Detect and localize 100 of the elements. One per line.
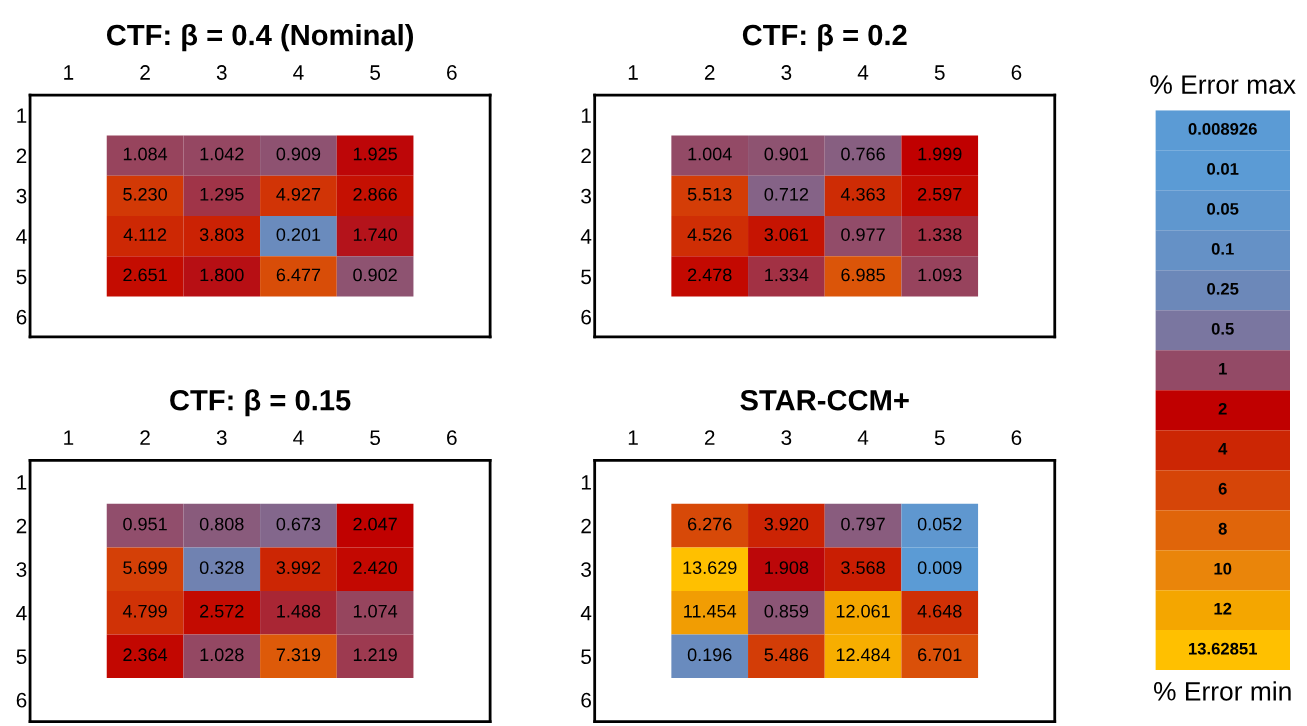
y-tick-label: 5 (581, 649, 592, 665)
x-tick-label: 1 (64, 65, 74, 80)
data-label: 12.061 (836, 604, 890, 618)
data-label: 0.201 (276, 228, 321, 241)
data-label: 5.513 (687, 187, 732, 201)
chart-title: CTF: β = 0.2 (742, 23, 907, 52)
data-label: 1.999 (918, 147, 962, 161)
data-label: 3.920 (764, 517, 809, 531)
x-tick-label: 4 (293, 430, 304, 445)
x-tick-label: 5 (934, 65, 945, 80)
y-tick-label: 3 (581, 188, 591, 204)
data-label: 0.902 (353, 268, 397, 282)
data-label: 1.740 (353, 228, 397, 241)
chart-title: CTF: β = 0.15 (170, 389, 351, 417)
data-label: 6.276 (688, 517, 732, 531)
y-tick-label: 1 (17, 475, 27, 490)
data-label: 4.363 (840, 187, 885, 201)
data-label: 4.927 (276, 187, 321, 201)
data-label: 0.009 (917, 561, 962, 575)
x-tick-label: 4 (857, 430, 869, 445)
y-tick-label: 3 (16, 188, 27, 204)
y-tick-label: 3 (16, 562, 27, 577)
data-label: 0.05 (1207, 202, 1239, 215)
data-label: 2.866 (353, 187, 397, 201)
x-tick-label: 3 (216, 430, 227, 446)
data-label: 3.061 (764, 228, 809, 241)
data-label: 1.334 (765, 268, 809, 282)
text: % Error min (1154, 681, 1291, 701)
data-label: 10 (1214, 562, 1232, 575)
y-tick-label: 2 (16, 148, 27, 164)
y-tick-label: 1 (581, 108, 591, 123)
data-label: 1.074 (353, 604, 398, 618)
y-tick-label: 2 (16, 518, 27, 534)
data-label: 0.25 (1207, 282, 1239, 295)
y-tick-label: 6 (16, 692, 27, 708)
data-label: 0.909 (276, 147, 321, 161)
chart-title: STAR-CCM+ (740, 389, 909, 411)
data-label: 5.486 (764, 648, 809, 662)
data-label: 6.985 (841, 268, 885, 282)
data-label: 0.901 (764, 147, 809, 161)
y-tick-label: 6 (16, 309, 27, 325)
data-label: 1.028 (200, 648, 244, 662)
y-tick-label: 1 (17, 108, 27, 123)
data-label: 1.488 (277, 604, 321, 618)
data-label: 11.454 (684, 604, 737, 618)
x-tick-label: 2 (140, 430, 150, 445)
data-label: 0.712 (764, 187, 809, 201)
data-label: 8 (1218, 522, 1227, 535)
x-tick-label: 1 (628, 65, 638, 80)
data-label: 2.420 (353, 561, 397, 575)
data-label: 0.766 (841, 147, 885, 161)
x-tick-label: 2 (704, 430, 715, 445)
y-tick-label: 2 (581, 518, 591, 534)
data-label: 5.699 (123, 561, 167, 575)
data-label: 1.004 (688, 147, 732, 161)
data-label: 1.093 (918, 268, 962, 282)
data-label: 3.568 (841, 561, 885, 575)
data-label: 2.364 (123, 648, 168, 662)
x-tick-label: 3 (781, 430, 792, 446)
x-tick-label: 6 (1011, 430, 1022, 446)
y-tick-label: 4 (16, 229, 27, 244)
y-tick-label: 1 (581, 475, 591, 490)
data-label: 0.1 (1211, 242, 1234, 255)
y-tick-label: 5 (16, 649, 27, 665)
data-label: 3.803 (199, 228, 244, 241)
data-label: 7.319 (276, 648, 321, 662)
data-label: 1.084 (123, 147, 168, 161)
x-tick-label: 5 (934, 430, 945, 446)
data-label: 0.859 (764, 604, 809, 618)
x-tick-label: 5 (370, 65, 381, 80)
data-label: 1.925 (353, 147, 397, 161)
data-label: 6.477 (276, 268, 321, 282)
data-label: 0.673 (276, 517, 321, 531)
text: % Error max (1150, 75, 1296, 94)
x-tick-label: 6 (447, 65, 457, 80)
x-tick-label: 2 (704, 65, 715, 80)
chart-title: CTF: β = 0.4 (Nominal) (106, 23, 413, 52)
data-label: 0.808 (199, 517, 244, 531)
data-label: 2.597 (918, 187, 962, 201)
data-label: 2.651 (123, 268, 167, 282)
x-tick-label: 3 (781, 65, 792, 80)
y-tick-label: 5 (16, 269, 27, 285)
data-label: 1.800 (200, 268, 244, 282)
data-label: 4 (1218, 443, 1228, 455)
y-tick-label: 6 (581, 309, 591, 325)
y-tick-label: 6 (581, 692, 591, 708)
data-label: 0.797 (841, 517, 885, 531)
data-label: 6.701 (918, 648, 962, 662)
data-label: 4.112 (123, 228, 167, 241)
data-label: 2 (1218, 402, 1227, 415)
data-label: 0.5 (1211, 322, 1234, 335)
data-label: 6 (1218, 482, 1227, 495)
data-label: 1.042 (200, 147, 244, 161)
x-tick-label: 6 (1011, 65, 1022, 80)
data-label: 5.230 (123, 187, 167, 201)
x-tick-label: 4 (293, 65, 304, 80)
data-label: 4.648 (917, 604, 962, 618)
y-tick-label: 4 (16, 605, 27, 621)
data-label: 13.62851 (1188, 642, 1257, 655)
y-tick-label: 4 (580, 229, 592, 244)
